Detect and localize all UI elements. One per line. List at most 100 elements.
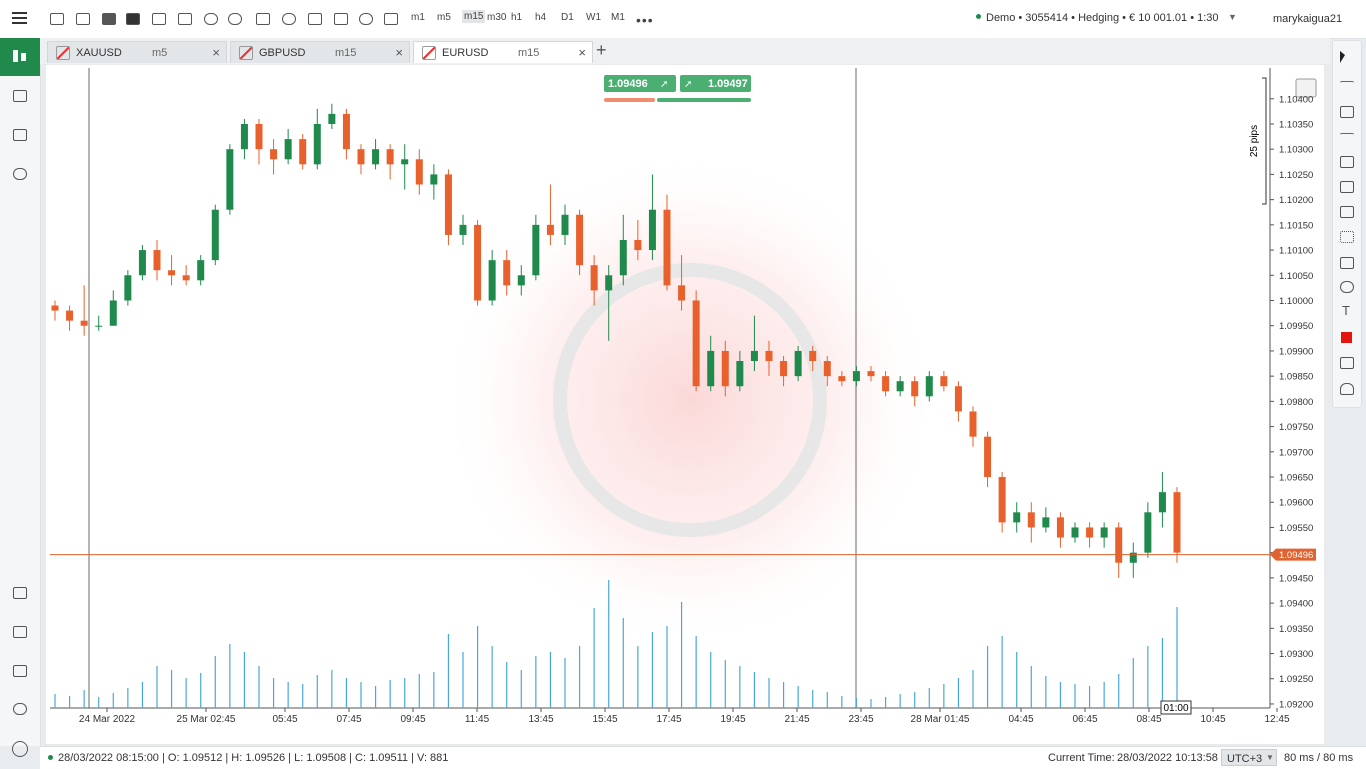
tool[interactable] [1340,357,1354,369]
timezone-select[interactable]: UTC+3 ▼ [1221,749,1277,766]
tool[interactable] [1340,181,1354,193]
tool[interactable] [1340,81,1354,93]
tool-icon[interactable] [50,13,64,25]
automate-icon[interactable] [13,129,27,141]
x-tick-label: 28 Mar 01:45 [911,714,970,725]
tab-close[interactable]: × [578,45,586,60]
candle-body [721,350,729,387]
chart-tab[interactable]: EURUSD m15 × [413,41,593,63]
candle-body [663,209,671,286]
timeframe[interactable]: m1 [411,12,425,23]
tool[interactable] [1340,281,1354,293]
candle-body [386,149,394,165]
candle-body [226,149,234,210]
tool[interactable] [1340,133,1354,145]
candle-body [925,376,933,397]
candle-body [882,376,890,392]
candle-body [838,376,846,382]
tool-icon[interactable] [384,13,398,25]
timeframe[interactable]: D1 [561,12,574,23]
timeframe[interactable]: m15 [462,10,486,23]
tool[interactable] [1340,231,1354,243]
buy-price: 1.09497 [708,78,748,90]
wallet-icon[interactable] [13,665,27,677]
tool-icon[interactable] [126,13,140,25]
analyze-icon[interactable] [13,168,27,180]
candle-body [794,350,802,377]
latency: 80 ms / 80 ms [1284,752,1354,764]
tool[interactable] [1340,206,1354,218]
chart-tab[interactable]: GBPUSD m15 × [230,41,410,63]
tool-icon[interactable] [178,13,192,25]
portfolio-icon[interactable] [13,587,27,599]
copy-icon[interactable] [13,90,27,102]
tool[interactable] [1340,156,1354,168]
candle-body [561,214,569,235]
tab-timeframe[interactable]: m15 [518,47,540,59]
trade-button[interactable] [0,38,40,76]
tool-icon[interactable] [308,13,322,25]
candle-body [809,350,817,362]
add-tab[interactable]: + [596,40,607,60]
tab-timeframe[interactable]: m15 [335,47,357,59]
tool-icon[interactable] [102,13,116,25]
timeframe[interactable]: m30 [487,12,507,23]
color-picker[interactable] [1341,332,1352,343]
tab-icon [239,46,253,60]
tool[interactable] [1340,106,1354,118]
tab-icon [422,46,436,60]
tool-icon[interactable] [76,13,90,25]
tool-icon[interactable] [334,13,348,25]
x-tick-label: 04:45 [1008,714,1033,725]
tool-icon[interactable] [359,13,373,25]
candle-body [342,113,350,150]
menu-button[interactable] [12,12,27,14]
tool-icon[interactable] [152,13,166,25]
news-icon[interactable] [13,626,27,638]
timeframe[interactable]: M1 [611,12,625,23]
tool-icon[interactable] [256,13,270,25]
candle-body [1086,527,1094,538]
tool-icon[interactable] [282,13,296,25]
user-name[interactable]: marykaigua21 [1273,13,1343,25]
candle-body [750,350,758,362]
tab-close[interactable]: × [395,45,403,60]
more-button[interactable]: ••• [636,12,654,28]
candle-body [459,224,467,235]
dropdown-arrow[interactable]: ▼ [1228,12,1237,22]
y-tick-label: 1.10000 [1279,296,1313,307]
candle-body [51,305,59,311]
timeframe[interactable]: h4 [535,12,547,23]
account-info[interactable]: Demo • 3055414 • Hedging • € 10 001.01 •… [986,12,1219,24]
y-tick-label: 1.09200 [1279,699,1313,710]
timeframe[interactable]: m5 [437,12,451,23]
tool[interactable] [1340,383,1354,395]
candle-body [415,159,423,185]
tool-icon[interactable] [204,13,218,25]
y-tick-label: 1.10150 [1279,220,1313,231]
candle-body [692,300,700,387]
y-tick-label: 1.09850 [1279,372,1313,383]
tab-timeframe[interactable]: m5 [152,47,168,59]
tab-symbol: GBPUSD [259,47,306,59]
candle-body [299,139,307,165]
candle-body [707,350,715,387]
tab-close[interactable]: × [212,45,220,60]
detach-button[interactable] [1295,78,1317,98]
x-tick-label: 06:45 [1072,714,1097,725]
chart-tab[interactable]: XAUUSD m5 × [47,41,227,63]
sell-button[interactable] [604,75,676,92]
timeframe[interactable]: W1 [586,12,601,23]
tool[interactable] [1340,257,1354,269]
x-tick-label: 10:45 [1200,714,1225,725]
tab-icon [56,46,70,60]
buy-button[interactable] [680,75,751,92]
settings-icon[interactable] [13,703,27,715]
sell-arrow: ➚ [660,79,668,90]
candle-body [197,260,205,281]
timeframe[interactable]: h1 [511,12,523,23]
timezone: UTC+3 [1227,753,1263,765]
tool-icon[interactable] [228,13,242,25]
chart: 25 pips 1.09496 ➚ ➚ 1.09497 1.09200 1.092… [45,64,1325,745]
help-icon[interactable] [12,741,28,757]
